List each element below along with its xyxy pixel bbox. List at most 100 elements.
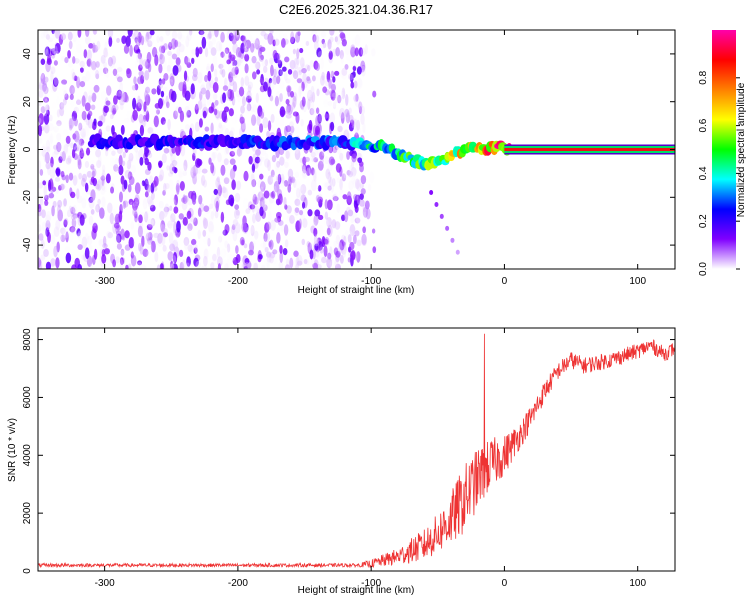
spectrogram-noise-cell (134, 83, 139, 91)
spectrogram-noise-cell (292, 178, 297, 189)
spectrogram-noise-cell (83, 49, 88, 59)
spectrogram-noise-cell (295, 195, 300, 202)
spectrogram-noise-cell (146, 223, 153, 231)
spectrogram-noise-cell (263, 190, 270, 199)
spectrogram-noise-cell (145, 84, 151, 96)
spectrogram-noise-cell (68, 205, 73, 212)
spectrogram-noise-cell (138, 115, 145, 127)
spectrogram-noise-cell (202, 103, 207, 112)
spectrogram-noise-cell (264, 59, 268, 67)
spectrogram-noise-cell (186, 111, 191, 119)
spectrogram-noise-cell (70, 226, 76, 235)
spectrogram-noise-cell (168, 171, 174, 177)
spectrogram-noise-cell (264, 231, 271, 243)
spectrogram-noise-cell (54, 176, 61, 182)
spectrogram-noise-cell (126, 152, 133, 160)
spectrogram-noise-cell (173, 167, 178, 174)
spectrogram-noise-cell (229, 100, 236, 107)
spectrogram-noise-cell (60, 170, 65, 178)
spectrogram-noise-cell (175, 125, 181, 135)
spectrogram-noise-cell (324, 182, 331, 188)
spectrogram-noise-cell (255, 61, 261, 70)
spectrogram-noise-cell (341, 241, 346, 247)
spectrogram-noise-cell (237, 220, 242, 230)
spectrogram-noise-cell (197, 218, 204, 230)
spectrogram-noise-cell (56, 95, 60, 106)
spectrogram-noise-cell (84, 102, 91, 112)
spectrogram-noise-cell (344, 108, 350, 118)
spectrogram-noise-cell (244, 63, 249, 74)
spectrogram-noise-cell (354, 230, 360, 237)
snr-series-line (38, 333, 675, 569)
spectrogram-noise-cell (116, 76, 123, 83)
spectrogram-noise-cell (151, 191, 155, 201)
spectrogram-noise-cell (95, 61, 100, 68)
spectrogram-noise-cell (293, 65, 297, 76)
spectrogram-noise-cell (109, 113, 114, 120)
spectrogram-noise-cell (70, 100, 75, 108)
spectrogram-noise-cell (109, 58, 116, 69)
spectrogram-noise-cell (41, 221, 46, 232)
spectrogram-noise-cell (297, 257, 302, 266)
spectrogram-noise-cell (327, 43, 333, 53)
spectrogram-noise-cell (272, 254, 278, 265)
spectrogram-noise-cell (237, 50, 242, 58)
spectrogram-noise-cell (41, 190, 46, 198)
spectrogram-noise-cell (62, 98, 67, 106)
spectrogram-noise-cell (53, 50, 60, 56)
spectrogram-noise-cell (40, 72, 46, 85)
figure-title: C2E6.2025.321.04.36.R17 (279, 2, 433, 17)
spectrogram-noise-cell (79, 47, 84, 58)
spectrogram-noise-cell (193, 247, 198, 254)
spectrogram-noise-cell (103, 51, 109, 58)
spectrogram-noise-cell (337, 242, 343, 254)
spectrogram-noise-cell (335, 163, 342, 173)
spectrogram-noise-cell (180, 120, 187, 127)
spectrogram-noise-cell (154, 251, 159, 263)
spectrogram-noise-cell (345, 93, 349, 106)
spectrogram-noise-cell (270, 113, 275, 124)
spectrogram-noise-cell (61, 86, 68, 92)
spectrogram-noise-cell (149, 30, 155, 36)
spectrogram-noise-cell (204, 74, 208, 83)
snr-xtick-label: -300 (95, 578, 115, 589)
spectrogram-noise-cell (163, 206, 168, 219)
spectrogram-noise-cell (215, 40, 222, 52)
spectrogram-noise-cell (137, 31, 142, 44)
spectrogram-noise-cell (102, 169, 106, 180)
spectrogram-noise-cell (128, 198, 134, 206)
spectrogram-noise-cell (127, 263, 132, 269)
spectrogram-noise-cell (298, 218, 302, 230)
spectrogram-noise-cell (337, 94, 342, 104)
spectrogram-noise-cell (170, 262, 175, 269)
spectrogram-noise-cell (105, 100, 111, 106)
spectrogram-noise-cell (289, 95, 294, 108)
spectrogram-noise-cell (227, 253, 231, 261)
spectrogram-noise-cell (168, 56, 173, 68)
spectrogram-noise-cell (342, 250, 349, 260)
spectrogram-noise-cell (347, 234, 352, 243)
spectrogram-noise-cell (43, 43, 49, 55)
spectrogram-noise-cell (306, 167, 311, 177)
spectrogram-noise-cell (134, 182, 141, 195)
spectrogram-noise-cell (329, 176, 333, 187)
spectrogram-noise-cell (182, 259, 186, 268)
spectrogram-noise-cell (326, 258, 331, 267)
spectrogram-noise-cell (346, 54, 352, 62)
spectrogram-noise-cell (67, 49, 71, 59)
spectrogram-noise-cell (150, 127, 154, 134)
spectrogram-noise-cell (272, 75, 278, 85)
spectrogram-noise-cell (176, 185, 180, 195)
spectrogram-noise-cell (73, 145, 79, 152)
spectrogram-noise-cell (305, 258, 310, 265)
spectrogram-noise-cell (50, 156, 54, 168)
spectrogram-noise-cell (49, 133, 54, 144)
spectrogram-noise-cell (179, 249, 184, 258)
spectrogram-noise-cell (166, 165, 170, 171)
spectrogram-noise-cell (116, 243, 122, 250)
spectrogram-noise-cell (343, 210, 349, 223)
spectrogram-noise-cell (96, 40, 101, 51)
spectrogram-noise-cell (163, 206, 170, 213)
spectrogram-noise-cell (161, 235, 166, 246)
spectrogram-noise-cell (99, 242, 105, 250)
